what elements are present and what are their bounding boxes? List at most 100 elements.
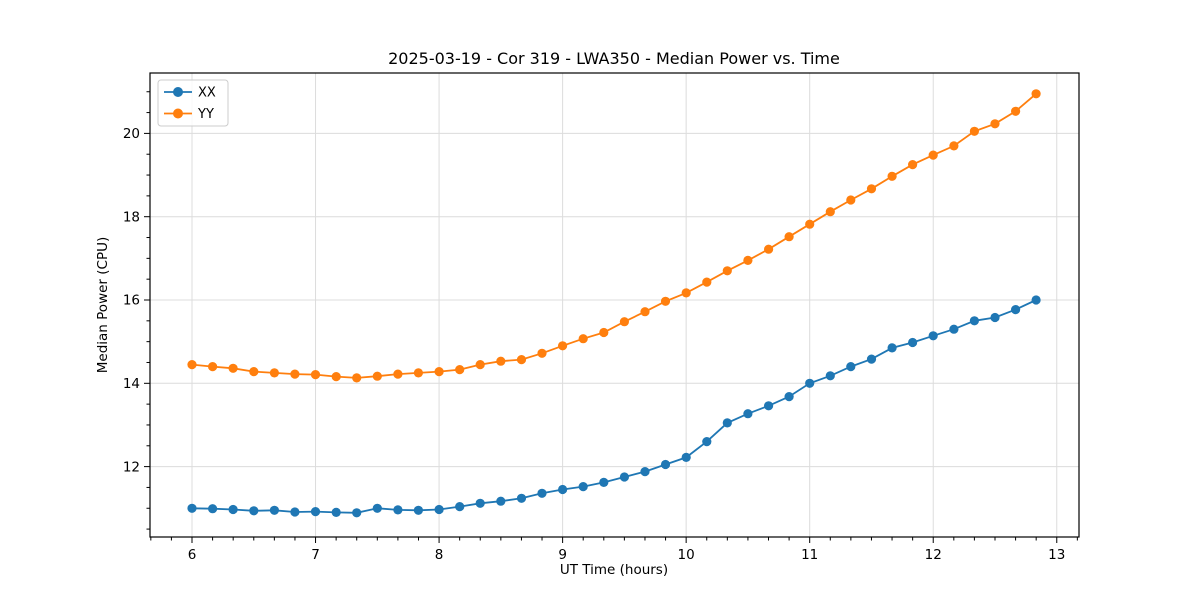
data-point-xx [352, 508, 362, 518]
data-point-xx [887, 343, 897, 353]
data-point-yy [722, 266, 732, 276]
data-point-yy [413, 368, 423, 378]
data-point-xx [805, 378, 815, 388]
data-point-xx [187, 503, 197, 513]
data-point-yy [743, 255, 753, 265]
data-point-xx [640, 467, 650, 477]
data-point-xx [990, 312, 1000, 323]
data-point-xx [290, 507, 300, 517]
data-point-xx [599, 477, 609, 487]
data-point-xx [310, 507, 321, 517]
data-point-xx [1031, 295, 1041, 305]
data-point-xx [516, 493, 527, 503]
y-axis-label: Median Power (CPU) [95, 237, 111, 373]
x-axis-label: UT Time (hours) [560, 562, 668, 578]
data-point-xx [537, 488, 547, 498]
data-point-yy [928, 150, 938, 160]
data-point-xx [558, 484, 568, 495]
x-tick-label: 13 [1048, 547, 1065, 563]
x-tick-label: 8 [435, 547, 444, 563]
data-point-xx [866, 354, 877, 364]
data-point-yy [434, 367, 444, 377]
data-point-xx [702, 437, 712, 447]
data-point-yy [599, 327, 609, 338]
data-point-xx [969, 316, 980, 326]
data-point-yy [269, 368, 279, 378]
data-point-yy [681, 288, 691, 298]
data-point-yy [619, 317, 630, 327]
data-point-xx [228, 504, 238, 515]
y-tick-label: 18 [123, 209, 140, 225]
data-point-xx [846, 362, 856, 372]
y-tick-label: 12 [123, 459, 140, 475]
chart-title: 2025-03-19 - Cor 319 - LWA350 - Median P… [388, 49, 840, 68]
data-point-xx [764, 401, 774, 411]
y-axis [144, 91, 150, 530]
x-tick-label: 12 [925, 547, 942, 563]
data-point-xx [249, 506, 259, 516]
data-point-yy [640, 307, 650, 317]
data-point-yy [372, 371, 382, 381]
x-tick-label: 7 [311, 547, 320, 563]
data-point-xx [455, 502, 465, 512]
data-point-yy [310, 370, 321, 380]
series-yy [187, 89, 1041, 383]
data-point-xx [475, 498, 485, 508]
data-point-yy [949, 141, 959, 151]
data-point-xx [908, 337, 918, 348]
data-point-yy [578, 334, 588, 344]
data-point-yy [187, 360, 197, 370]
data-point-xx [928, 331, 938, 341]
x-tick-label: 10 [678, 547, 695, 563]
data-point-yy [208, 362, 218, 372]
data-point-yy [702, 277, 712, 287]
y-tick-label: 14 [123, 376, 140, 392]
data-point-yy [805, 219, 815, 229]
data-point-yy [1031, 89, 1041, 99]
data-point-xx [393, 505, 403, 515]
data-point-yy [393, 369, 403, 379]
data-point-yy [331, 372, 341, 382]
data-point-yy [1011, 106, 1021, 116]
data-point-yy [660, 296, 671, 306]
legend-box [157, 79, 229, 127]
data-point-yy [516, 355, 527, 365]
data-point-yy [537, 348, 547, 358]
data-point-xx [269, 505, 279, 515]
data-point-yy [228, 363, 238, 373]
data-point-xx [949, 324, 959, 334]
x-tick-label: 9 [558, 547, 567, 563]
legend-sample-marker [173, 87, 183, 97]
data-point-xx [434, 504, 444, 515]
data-point-yy [496, 356, 506, 366]
data-point-yy [887, 171, 897, 181]
data-point-xx [660, 459, 671, 470]
data-point-xx [578, 482, 588, 492]
data-point-xx [331, 507, 341, 517]
data-point-xx [825, 371, 835, 381]
legend-label: YY [197, 107, 214, 122]
data-point-xx [208, 504, 218, 514]
data-point-xx [372, 503, 382, 513]
data-point-yy [558, 341, 568, 351]
data-point-yy [352, 373, 362, 383]
y-tick-label: 16 [123, 293, 140, 309]
legend-sample-marker [173, 108, 183, 119]
data-point-xx [722, 418, 732, 428]
data-point-xx [413, 505, 423, 515]
data-point-xx [743, 409, 753, 419]
data-point-yy [990, 119, 1000, 129]
data-point-yy [846, 195, 856, 205]
data-point-xx [681, 452, 691, 462]
data-point-yy [475, 360, 485, 370]
data-point-yy [290, 369, 300, 379]
legend-label: XX [198, 86, 216, 101]
data-point-yy [969, 126, 980, 136]
legend: XX YY [157, 79, 229, 127]
series-xx [187, 295, 1041, 518]
y-tick-label: 20 [123, 126, 140, 142]
data-point-xx [1011, 305, 1021, 315]
data-point-yy [249, 367, 259, 377]
